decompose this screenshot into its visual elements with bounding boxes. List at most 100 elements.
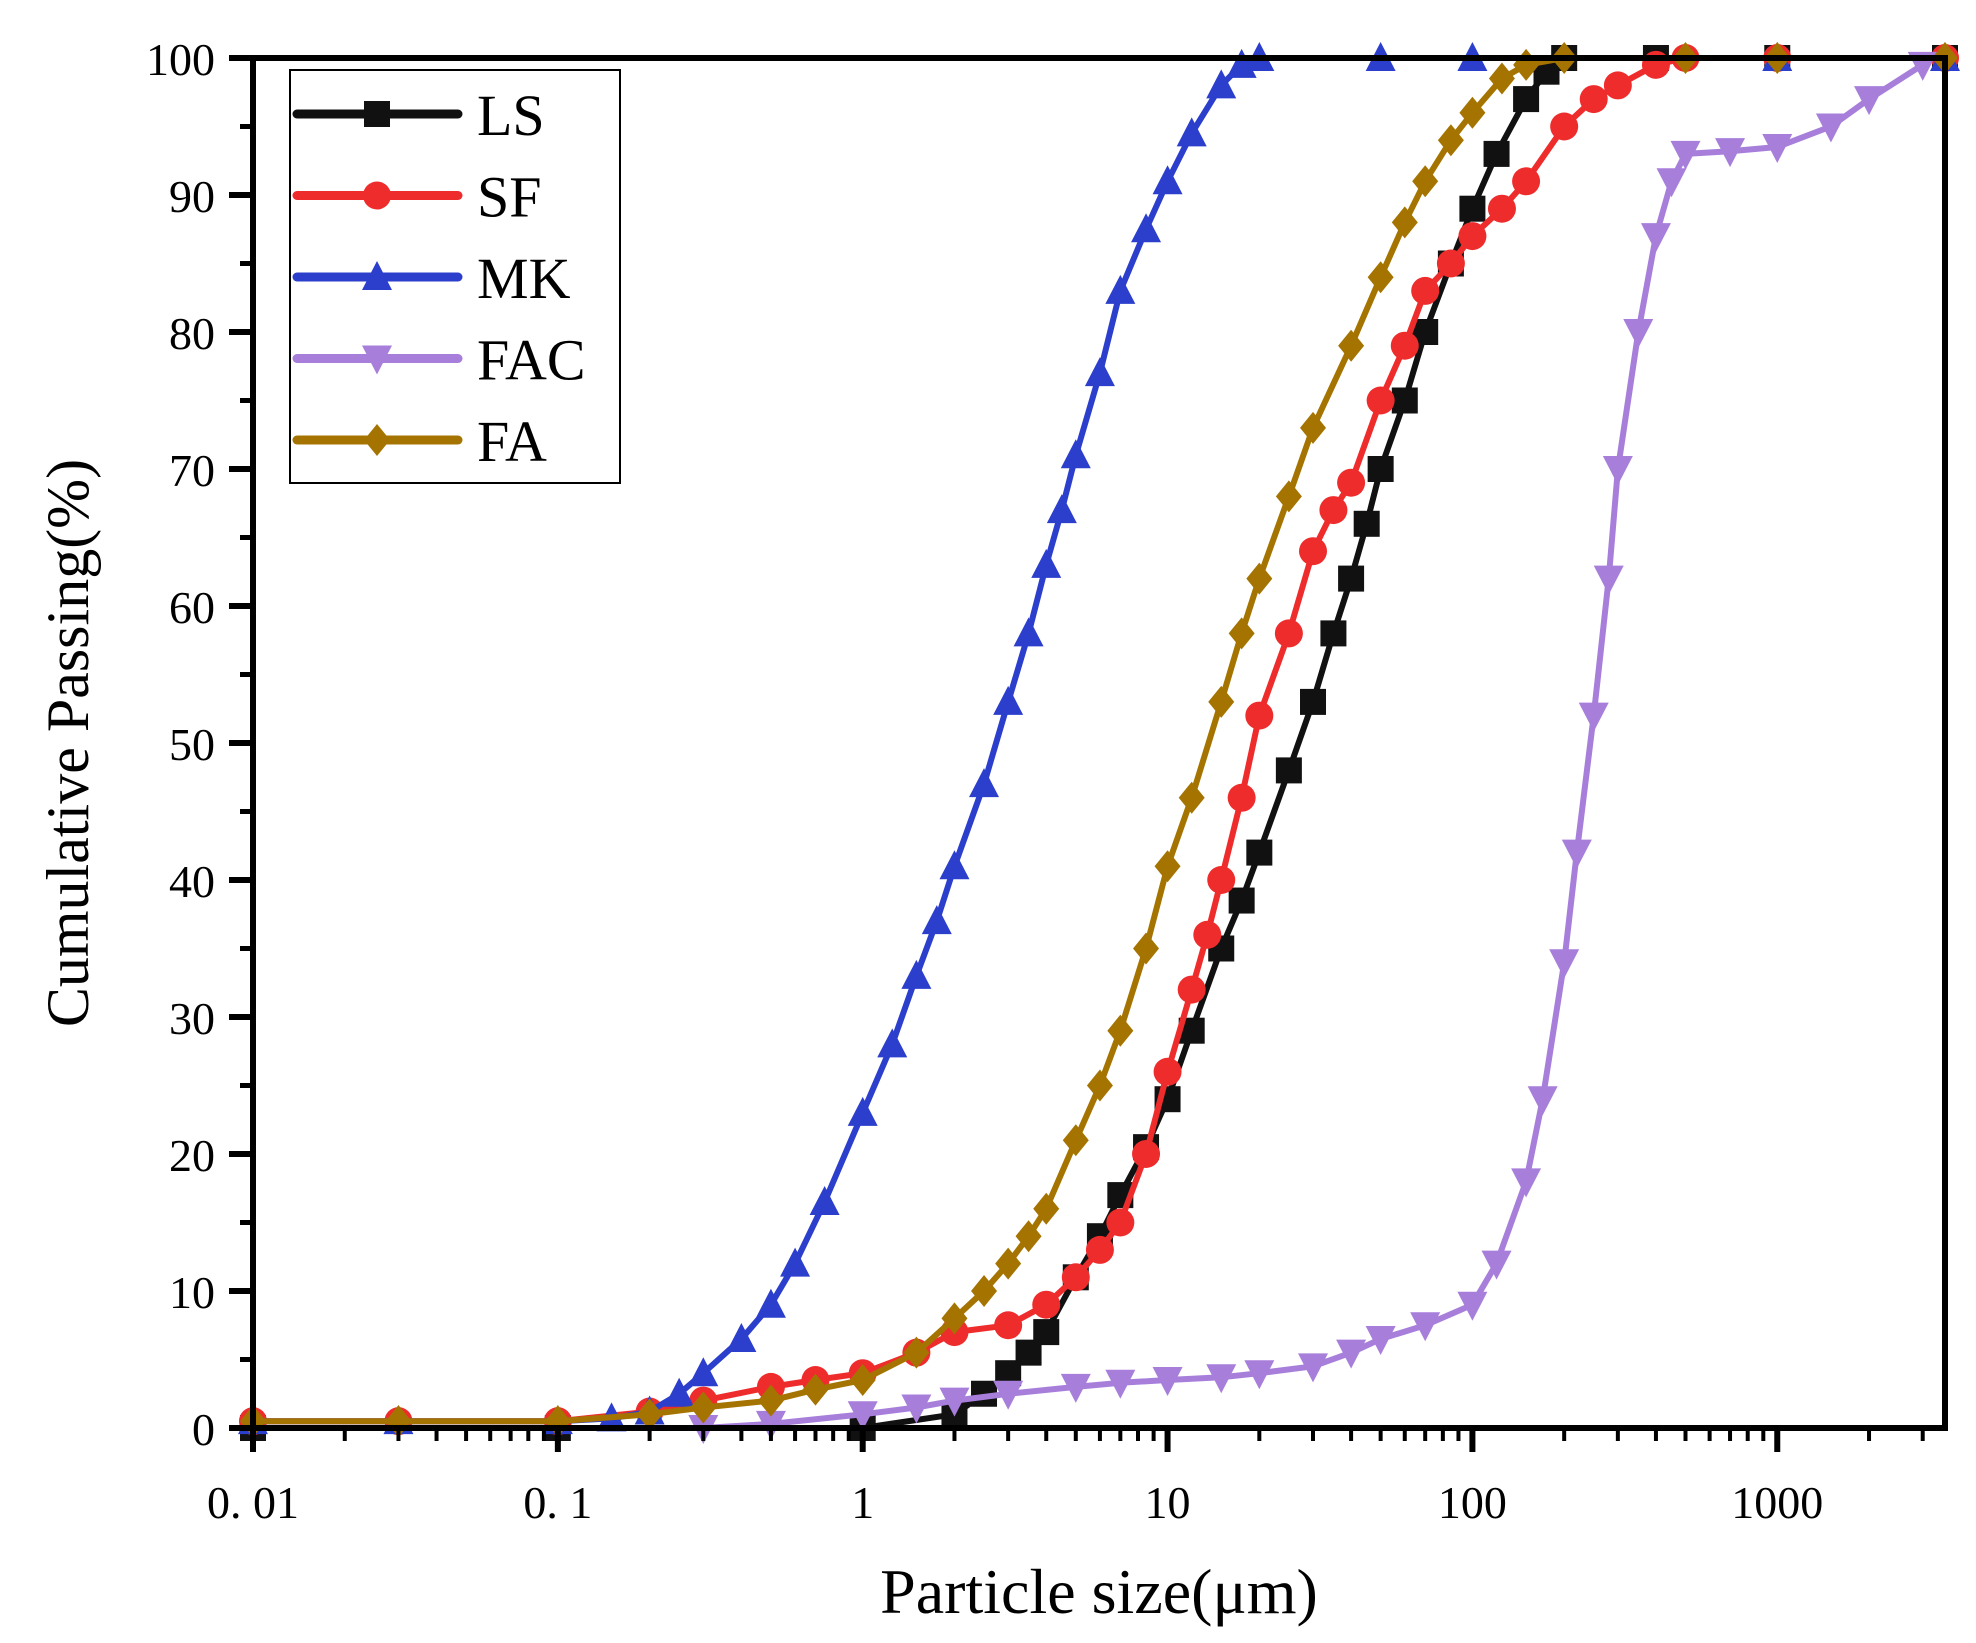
data-point-mk: [664, 1377, 695, 1407]
data-point-mk: [847, 1096, 878, 1126]
data-point-fa: [941, 1302, 968, 1335]
legend-item-ls: LS: [292, 83, 545, 148]
y-tick-label: 100: [146, 34, 215, 85]
data-point-fa: [1391, 206, 1418, 239]
legend-label: LS: [477, 83, 545, 148]
y-tick-label: 70: [169, 445, 215, 496]
data-point-sf: [1085, 1235, 1114, 1264]
data-point-mk: [726, 1322, 757, 1352]
data-point-sf: [1411, 276, 1440, 305]
data-point-fa: [1275, 480, 1302, 513]
data-point-fac: [1854, 86, 1885, 116]
data-point-fac: [1365, 1325, 1396, 1355]
data-point-fa: [849, 1364, 876, 1397]
data-point-mk: [1206, 69, 1237, 99]
legend-item-mk: MK: [292, 246, 571, 311]
x-tick-label: 0. 1: [523, 1477, 592, 1528]
data-point-sf: [1390, 331, 1419, 360]
y-tick-label: 50: [169, 719, 215, 770]
legend: LS SF MK FAC FA: [289, 69, 621, 484]
data-point-sf: [1603, 71, 1632, 100]
data-point-ls: [1300, 688, 1327, 715]
data-point-sf: [1337, 468, 1366, 497]
y-tick-label: 80: [169, 308, 215, 359]
data-point-ls: [1320, 620, 1347, 647]
data-point-fac: [1623, 319, 1654, 348]
data-point-mk: [921, 905, 952, 935]
data-point-sf: [1207, 866, 1236, 894]
data-point-sf: [1227, 783, 1256, 812]
data-point-fac: [1527, 1086, 1558, 1116]
legend-label: FA: [477, 409, 547, 474]
data-point-sf: [1458, 222, 1487, 251]
data-point-ls: [1275, 757, 1302, 784]
data-point-fac: [901, 1394, 932, 1424]
data-point-fac: [1715, 138, 1746, 168]
data-point-ls: [1483, 140, 1510, 167]
data-point-sf: [1153, 1057, 1182, 1086]
data-point-mk: [809, 1185, 840, 1215]
data-point-fac: [1105, 1369, 1136, 1399]
data-point-fa: [1437, 124, 1464, 157]
x-axis-label: Particle size(μm): [880, 1556, 1318, 1627]
data-point-fac: [1410, 1312, 1441, 1342]
data-point-fac: [1298, 1353, 1329, 1383]
data-point-fa: [636, 1398, 663, 1431]
x-tick-label: 0. 01: [207, 1477, 299, 1528]
data-point-sf: [994, 1311, 1023, 1340]
data-point-fac: [1670, 140, 1701, 170]
data-point-fac: [1152, 1367, 1183, 1397]
legend-marker: [363, 181, 391, 210]
data-point-fac: [993, 1380, 1024, 1410]
legend-label: SF: [477, 165, 542, 230]
data-point-fac: [939, 1387, 970, 1417]
data-point-mk: [993, 685, 1024, 715]
data-point-mk: [755, 1288, 786, 1318]
data-point-fac: [1762, 134, 1793, 164]
data-point-mk: [688, 1357, 719, 1387]
data-point-mk: [969, 768, 1000, 798]
data-point-fa: [1300, 411, 1327, 444]
data-point-fac: [1244, 1360, 1275, 1390]
data-point-fa: [1154, 850, 1181, 883]
y-tick-label: 30: [169, 993, 215, 1044]
data-point-fa: [1412, 165, 1439, 198]
data-point-fa: [1133, 932, 1160, 965]
legend-marker: [364, 101, 390, 127]
data-point-sf: [1299, 537, 1328, 566]
data-point-ls: [1353, 510, 1380, 537]
data-point-fa: [1488, 62, 1515, 95]
data-point-mk: [877, 1028, 908, 1058]
data-point-ls: [1338, 565, 1365, 592]
data-point-sf: [1319, 496, 1348, 525]
data-point-mk: [780, 1247, 811, 1277]
data-point-mk: [1031, 548, 1062, 578]
data-point-mk: [1131, 213, 1162, 243]
y-tick-label: 90: [169, 171, 215, 222]
data-point-sf: [1245, 701, 1274, 730]
data-point-fa: [1208, 685, 1235, 718]
data-point-ls: [1246, 839, 1273, 866]
data-point-fa: [1062, 1124, 1089, 1157]
data-point-ls: [1228, 887, 1255, 914]
data-point-mk: [1060, 439, 1091, 469]
data-point-fa: [757, 1384, 784, 1417]
data-point-mk: [1105, 274, 1136, 304]
series-layer: [238, 42, 1960, 1444]
y-axis-label: Cumulative Passing(%): [35, 459, 101, 1027]
data-point-fac: [1640, 223, 1671, 253]
data-point-fa: [1338, 329, 1365, 362]
data-point-ls: [1391, 387, 1418, 414]
data-point-sf: [1487, 194, 1516, 223]
legend-item-fac: FAC: [292, 328, 586, 393]
data-point-fac: [1815, 113, 1846, 143]
data-point-fac: [1656, 168, 1687, 198]
legend-label: MK: [477, 246, 571, 311]
data-point-mk: [1176, 117, 1207, 147]
data-point-mk: [939, 850, 970, 880]
y-tick-label: 20: [169, 1130, 215, 1181]
data-point-sf: [1436, 249, 1465, 278]
data-point-mk: [1152, 165, 1183, 195]
data-point-sf: [1177, 975, 1206, 1004]
